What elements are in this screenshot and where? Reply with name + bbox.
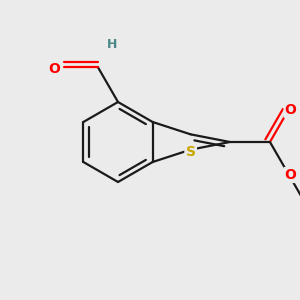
Text: S: S [186, 145, 196, 159]
Text: O: O [285, 103, 296, 117]
Text: H: H [107, 38, 117, 51]
Text: O: O [48, 62, 60, 76]
Text: O: O [285, 168, 296, 182]
